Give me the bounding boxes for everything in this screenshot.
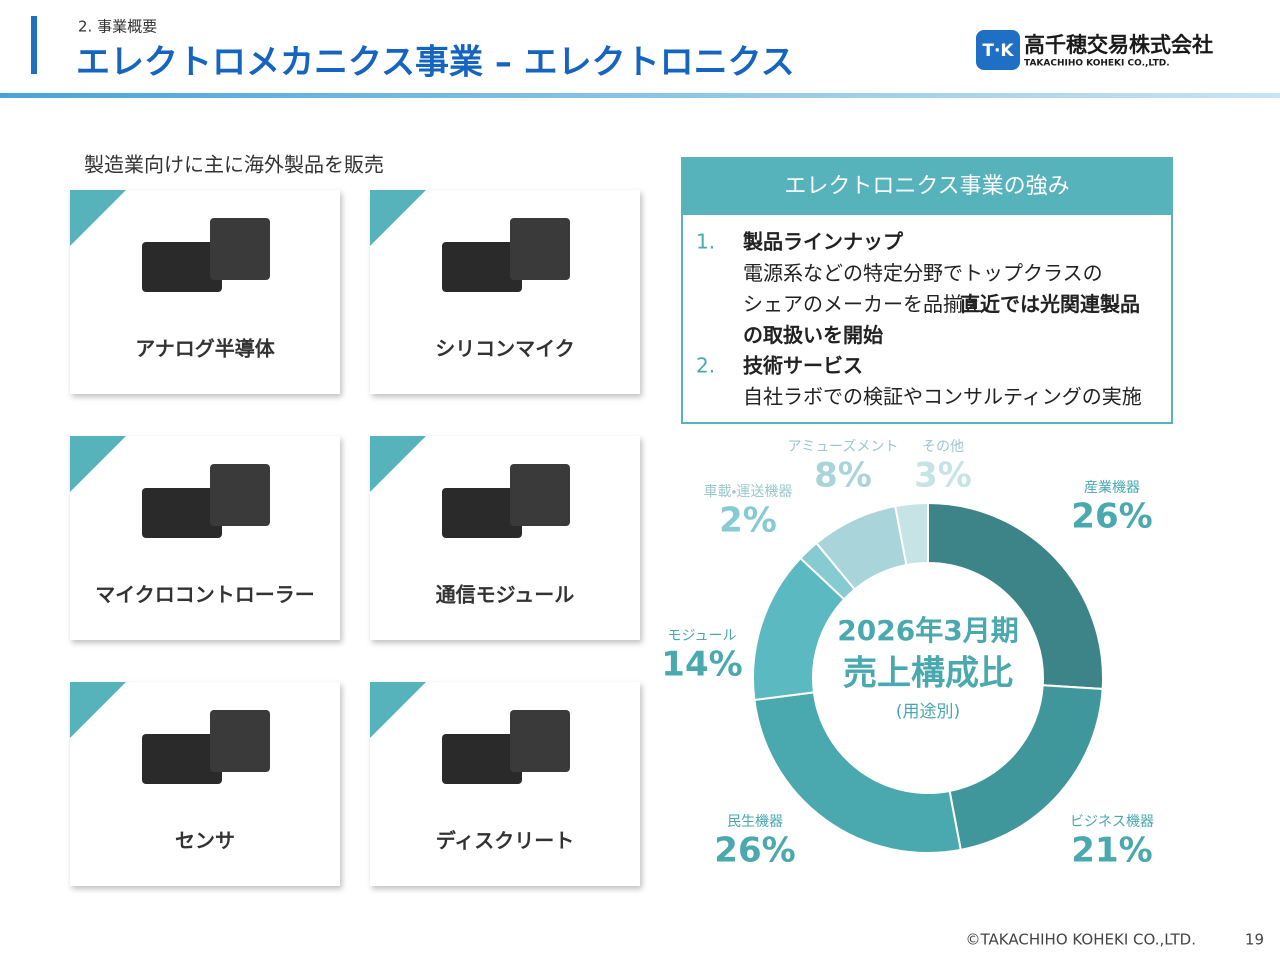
segment-value: 21% (1071, 831, 1152, 871)
product-label: マイクロコントローラー (95, 583, 315, 607)
item-number: 2. (696, 354, 715, 378)
donut-segment (894, 501, 929, 567)
segment-name: その他 (922, 439, 964, 455)
card-corner (70, 682, 126, 738)
product-label: アナログ半導体 (135, 337, 276, 361)
segment-value: 8% (814, 456, 872, 496)
segment-value: 26% (714, 831, 795, 871)
segment-value: 3% (914, 456, 972, 496)
product-image (142, 464, 270, 538)
segment-name: アミューズメント (787, 439, 898, 455)
item-bold-text: 直近では光関連製品の取扱いを開始 (743, 292, 1140, 347)
product-image (442, 464, 570, 538)
segment-name: 車載・運送機器 (704, 483, 793, 500)
chip (142, 734, 222, 784)
item-number: 1. (696, 230, 715, 254)
product-image (142, 710, 270, 784)
logo-mark: T·K (982, 41, 1014, 61)
product-image (142, 218, 270, 292)
item-text: 電源系などの特定分野でトップクラスのシェアのメーカーを品揃え、 (743, 261, 1103, 316)
chip (442, 242, 522, 292)
page-number: 19 (1245, 931, 1264, 949)
item-text-line: 電源系などの特定分野でトップクラスの (743, 261, 1103, 285)
card-corner (70, 436, 126, 492)
chart-period: 2026年3月期 (837, 614, 1018, 647)
header-line (0, 93, 1280, 98)
chip (510, 218, 570, 280)
strength-title: エレクトロニクス事業の強み (784, 174, 1069, 199)
chip (210, 710, 270, 772)
donut-chart (752, 501, 1104, 854)
company-name-en: TAKACHIHO KOHEKI CO.,LTD. (1024, 59, 1170, 69)
lead-text: 製造業向けに主に海外製品を販売 (84, 153, 384, 177)
segment-value: 2% (719, 501, 777, 541)
header-bar (31, 16, 37, 74)
strength-box (681, 157, 1173, 424)
card-corner (370, 190, 426, 246)
chip (510, 464, 570, 526)
chip (442, 734, 522, 784)
chip (210, 464, 270, 526)
chip (510, 710, 570, 772)
segment-name: 民生機器 (727, 814, 783, 830)
chart-title: 売上構成比 (843, 654, 1013, 694)
section-label: 2. 事業概要 (78, 18, 157, 36)
strength-header (681, 157, 1173, 215)
chip (210, 218, 270, 280)
page-title: エレクトロメカニクス事業 – エレクトロニクス (76, 43, 795, 83)
chip (142, 242, 222, 292)
item-text-line: シェアのメーカーを品揃え、 (743, 292, 1003, 316)
product-label: ディスクリート (436, 829, 575, 853)
chip (142, 488, 222, 538)
logo-box (976, 30, 1020, 70)
item-text: 自社ラボでの検証やコンサルティングの実施 (743, 385, 1142, 409)
copyright: ©TAKACHIHO KOHEKI CO.,LTD. (966, 931, 1196, 949)
segment-name: ビジネス機器 (1070, 814, 1154, 830)
product-label: 通信モジュール (436, 583, 575, 607)
product-label: シリコンマイク (435, 337, 575, 361)
product-image (442, 710, 570, 784)
card-corner (370, 682, 426, 738)
chip (442, 488, 522, 538)
card-corner (70, 190, 126, 246)
product-image (442, 218, 570, 292)
item-heading: 製品ラインナップ (743, 230, 904, 254)
segment-name: モジュール (667, 628, 736, 644)
company-name: 高千穂交易株式会社 (1024, 33, 1213, 57)
card-corner (370, 436, 426, 492)
segment-value: 26% (1071, 497, 1152, 537)
segment-value: 14% (661, 645, 742, 685)
segment-name: 産業機器 (1084, 480, 1140, 496)
chart-subtitle: (用途別) (896, 702, 960, 722)
product-label: センサ (175, 829, 235, 853)
bold-line: の取扱いを開始 (743, 323, 883, 347)
bold-line: 直近では光関連製品 (960, 292, 1140, 316)
item-heading: 技術サービス (743, 354, 863, 378)
